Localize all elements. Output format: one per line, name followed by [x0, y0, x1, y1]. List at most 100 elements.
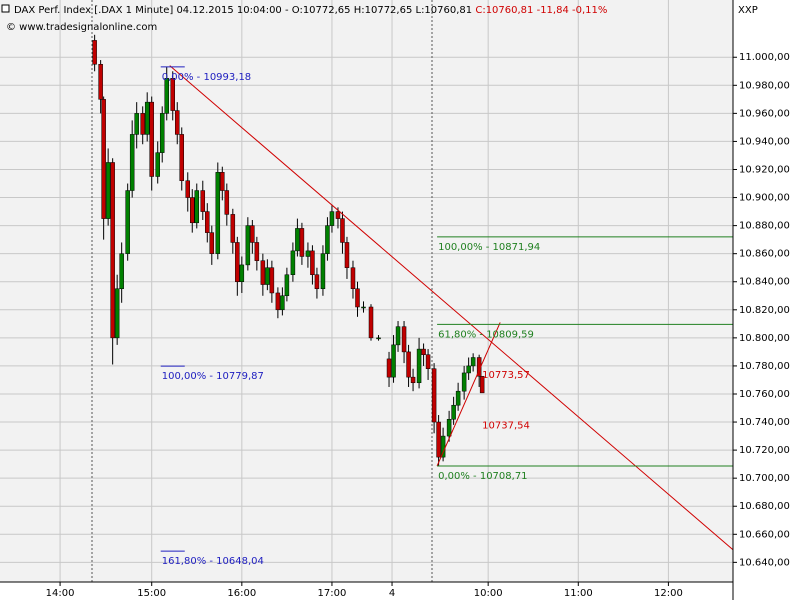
candle-body [299, 228, 305, 257]
y-tick-label: 10.980,00 [739, 80, 790, 91]
candle-body [440, 435, 446, 458]
candle-body [265, 267, 270, 285]
candle-body [466, 365, 471, 374]
y-tick-label: 10.800,00 [739, 333, 790, 344]
y-tick-label: 10.760,00 [739, 389, 790, 400]
candle-body [220, 172, 225, 191]
y-tick-label: 10.960,00 [739, 108, 790, 119]
candle-body [174, 110, 180, 135]
price-label: 10737,54 [482, 420, 530, 431]
candle-body [451, 404, 456, 420]
candle-body [290, 250, 296, 275]
y-tick-label: 10.660,00 [739, 529, 790, 540]
candle-body [235, 242, 240, 282]
fib-label: 61,80% - 10809,59 [438, 329, 534, 340]
fib-label: 100,00% - 10779,87 [162, 371, 264, 382]
y-tick-label: 10.720,00 [739, 445, 790, 456]
candle-body [425, 354, 431, 369]
candle-body [416, 348, 422, 384]
candle-body [179, 134, 184, 181]
candle-body [421, 348, 426, 355]
candle-body [395, 326, 401, 346]
title-change: C:10760,81 -11,84 -0,11% [475, 5, 607, 16]
candle-body [164, 78, 169, 114]
x-tick-label: 15:00 [137, 588, 166, 599]
candle-body [170, 78, 175, 111]
price-label: 10773,57 [482, 370, 530, 381]
candle-body [386, 358, 392, 378]
candle-body [406, 351, 411, 378]
candle-body [376, 337, 381, 340]
candle-body [275, 292, 281, 311]
candle-body [325, 225, 330, 254]
y-tick-label: 10.740,00 [739, 417, 790, 428]
trend-line [169, 65, 734, 551]
candle-body [92, 40, 97, 65]
header-icon [1, 4, 10, 13]
y-tick-label: 10.680,00 [739, 501, 790, 512]
chart-title: DAX Perf. Index [.DAX 1 Minute] 04.12.20… [14, 5, 607, 16]
candle-body [144, 101, 150, 135]
plot-area [0, 0, 733, 582]
candle-body [194, 190, 200, 224]
x-tick-label: 17:00 [318, 588, 347, 599]
y-tick-label: 11.000,00 [739, 52, 790, 63]
candle-body [205, 211, 210, 233]
candle-body [350, 267, 356, 290]
y-tick-label: 10.840,00 [739, 277, 790, 288]
y-tick-label: 10.820,00 [739, 305, 790, 316]
candle-body [190, 197, 195, 224]
candle-body [355, 288, 360, 308]
y-tick-label: 10.780,00 [739, 361, 790, 372]
candle-body [340, 218, 345, 243]
header: DAX Perf. Index [.DAX 1 Minute] 04.12.20… [1, 4, 758, 33]
y-tick-label: 10.920,00 [739, 164, 790, 175]
x-tick-label: 10:00 [474, 588, 503, 599]
x-tick-label: 11:00 [564, 588, 593, 599]
x-tick-label: 4 [389, 588, 395, 599]
candle-body [245, 225, 251, 266]
candle-body [455, 390, 461, 406]
y-axis-area [733, 0, 800, 600]
subtitle: © www.tradesignalonline.com [6, 22, 157, 33]
candle-body [368, 306, 374, 339]
candle-body [280, 295, 285, 311]
candle-body [335, 211, 341, 219]
candle-body [159, 113, 165, 153]
y-tick-label: 10.860,00 [739, 249, 790, 260]
candle-body [446, 418, 452, 437]
marks: 0,00% - 10993,18 100,00% - 10779,87 161,80… [92, 34, 734, 567]
fib-label: 100,00% - 10871,94 [438, 242, 540, 253]
candle-body [310, 250, 315, 275]
trend-line [436, 322, 501, 467]
candle-body [215, 172, 221, 254]
y-tick-label: 10.880,00 [739, 221, 790, 232]
fib-label: 161,80% - 10648,04 [162, 556, 264, 567]
y-tick-label: 10.640,00 [739, 557, 790, 568]
fib-label: 0,00% - 10993,18 [162, 72, 251, 83]
x-axis-area [0, 582, 733, 600]
candle-body [224, 190, 230, 215]
y-tick-label: 10.940,00 [739, 136, 790, 147]
candle-body [284, 274, 290, 297]
candle-body [140, 113, 145, 135]
candle-body [436, 421, 441, 458]
candle-body [110, 162, 115, 339]
x-tick-label: 12:00 [654, 588, 683, 599]
candle-body [479, 375, 485, 394]
candle-body [98, 64, 103, 100]
candle-body [254, 242, 260, 261]
y-tick-label: 10.900,00 [739, 193, 790, 204]
candle-body [344, 242, 350, 268]
candle-body [149, 101, 154, 177]
candle-body [250, 225, 255, 243]
candle-body [391, 344, 396, 378]
candle-body [320, 253, 326, 290]
candle-body [401, 326, 407, 353]
candle-body [209, 232, 215, 254]
title-text: DAX Perf. Index [.DAX 1 Minute] 04.12.20… [14, 5, 472, 16]
candle-body [134, 113, 139, 135]
y-tick-label: 10.700,00 [739, 473, 790, 484]
candle-body [239, 264, 245, 282]
